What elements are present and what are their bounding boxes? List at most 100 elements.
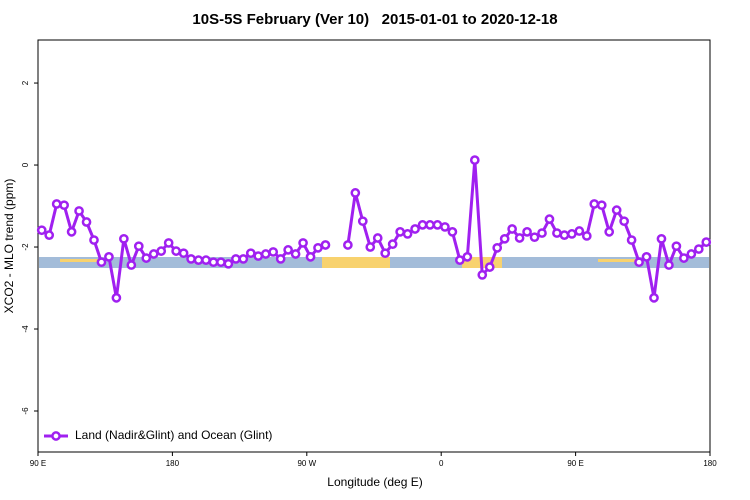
data-point bbox=[701, 237, 712, 247]
data-point bbox=[201, 255, 211, 265]
data-point bbox=[44, 230, 55, 240]
data-point bbox=[216, 257, 226, 268]
data-point bbox=[357, 216, 368, 227]
data-point bbox=[253, 251, 264, 261]
data-point bbox=[477, 270, 488, 280]
data-point bbox=[634, 257, 644, 268]
data-point bbox=[581, 231, 592, 241]
data-point bbox=[596, 200, 607, 211]
x-axis-label: Longitude (deg E) bbox=[327, 475, 422, 489]
x-tick-label: 180 bbox=[703, 459, 717, 468]
data-point bbox=[290, 249, 301, 259]
data-point bbox=[59, 200, 69, 211]
data-point bbox=[156, 246, 167, 256]
y-tick-label: -2 bbox=[21, 243, 30, 251]
plot-frame bbox=[37, 39, 711, 453]
y-tick-label: -6 bbox=[21, 407, 30, 415]
data-point bbox=[104, 252, 114, 262]
data-point bbox=[462, 252, 473, 262]
data-point bbox=[74, 206, 84, 216]
data-point bbox=[81, 217, 92, 227]
x-tick-label: 180 bbox=[166, 459, 180, 468]
data-point bbox=[380, 248, 391, 259]
data-point bbox=[305, 252, 316, 262]
data-point bbox=[260, 249, 271, 259]
data-point bbox=[268, 247, 279, 257]
land-band bbox=[60, 259, 100, 262]
data-point bbox=[693, 244, 704, 254]
y-tick-label: 0 bbox=[21, 162, 30, 167]
data-point bbox=[320, 240, 331, 250]
data-point bbox=[66, 227, 77, 237]
data-point bbox=[231, 254, 241, 264]
data-point bbox=[522, 227, 532, 237]
y-axis-label: XCO2 - MLO trend (ppm) bbox=[2, 179, 16, 314]
data-point bbox=[126, 260, 137, 270]
data-point bbox=[559, 230, 570, 240]
data-point bbox=[141, 253, 152, 263]
data-point bbox=[537, 228, 547, 238]
data-point bbox=[410, 224, 420, 234]
data-point bbox=[567, 229, 577, 239]
data-point bbox=[589, 199, 600, 209]
data-point bbox=[425, 220, 435, 230]
data-point bbox=[223, 258, 234, 269]
data-point bbox=[402, 229, 413, 239]
data-point bbox=[626, 235, 637, 245]
data-point bbox=[372, 233, 383, 243]
data-point bbox=[671, 241, 682, 252]
data-point bbox=[574, 226, 585, 236]
data-point bbox=[36, 225, 47, 236]
data-point bbox=[514, 233, 525, 243]
data-point bbox=[111, 293, 122, 303]
x-tick-label: 0 bbox=[439, 459, 444, 468]
data-point bbox=[245, 248, 256, 259]
data-point bbox=[193, 255, 204, 265]
data-point bbox=[283, 245, 293, 255]
data-point bbox=[275, 254, 286, 264]
data-point bbox=[544, 214, 555, 224]
data-point bbox=[148, 249, 159, 259]
x-tick-label: 90 E bbox=[567, 459, 583, 468]
data-point bbox=[604, 227, 615, 237]
data-point bbox=[387, 239, 398, 250]
data-point bbox=[208, 257, 219, 268]
data-point bbox=[484, 262, 495, 272]
data-point bbox=[298, 238, 308, 248]
data-point bbox=[163, 238, 174, 248]
legend-label: Land (Nadir&Glint) and Ocean (Glint) bbox=[75, 428, 272, 442]
x-tick-label: 90 E bbox=[30, 459, 46, 468]
y-tick-label: -4 bbox=[21, 325, 30, 333]
data-point bbox=[133, 241, 144, 252]
data-point bbox=[447, 227, 458, 237]
data-point bbox=[440, 222, 450, 232]
data-point bbox=[492, 242, 503, 253]
data-point bbox=[499, 233, 510, 244]
land-band bbox=[598, 259, 638, 262]
land-band bbox=[322, 257, 390, 268]
data-point bbox=[395, 227, 405, 237]
x-tick-label: 90 W bbox=[297, 459, 316, 468]
data-point bbox=[343, 240, 353, 250]
data-point bbox=[686, 249, 697, 259]
data-point bbox=[417, 220, 428, 230]
data-point bbox=[119, 233, 129, 244]
data-point bbox=[664, 260, 674, 270]
data-point bbox=[679, 253, 689, 263]
data-point bbox=[89, 235, 99, 245]
data-point bbox=[641, 252, 652, 262]
data-point bbox=[365, 242, 376, 252]
data-point bbox=[186, 254, 196, 264]
data-point bbox=[171, 246, 181, 256]
data-point bbox=[51, 199, 62, 209]
data-point bbox=[619, 216, 629, 227]
data-point bbox=[611, 205, 622, 215]
data-point bbox=[313, 242, 323, 253]
data-point bbox=[178, 248, 189, 259]
data-point bbox=[455, 255, 465, 265]
data-point bbox=[529, 232, 540, 243]
y-tick-label: 2 bbox=[21, 80, 30, 85]
land-ocean-band bbox=[39, 257, 709, 268]
data-point bbox=[238, 254, 249, 264]
